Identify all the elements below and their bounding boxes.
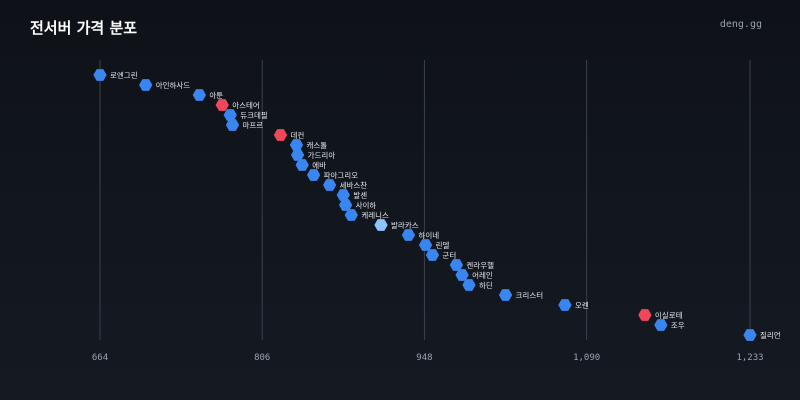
point-marker[interactable]: [455, 269, 469, 281]
point-label: 듀크데필: [240, 110, 268, 120]
data-point[interactable]: 오렌: [558, 299, 589, 311]
point-label: 캐스톨: [306, 141, 327, 150]
data-point[interactable]: 어레인: [455, 269, 493, 281]
point-marker[interactable]: [215, 99, 229, 111]
point-label: 로엔그린: [110, 70, 138, 80]
point-label: 에바: [312, 160, 326, 170]
data-points: 로엔그린아인하사드아툰아스테어듀크데필마프르데컨캐스톨가드리아에바파아그리오세바…: [93, 69, 781, 341]
grid-lines: [99, 60, 751, 340]
point-label: 크리스터: [516, 291, 544, 300]
point-marker[interactable]: [323, 179, 337, 191]
x-tick-label: 1,233: [736, 353, 763, 363]
point-label: 발센: [353, 190, 367, 200]
data-point[interactable]: 로엔그린: [93, 69, 138, 81]
point-marker[interactable]: [743, 329, 757, 341]
point-marker[interactable]: [295, 159, 309, 171]
point-label: 아툰: [209, 90, 223, 100]
data-point[interactable]: 켄라우헬: [449, 259, 494, 271]
data-point[interactable]: 하딘: [462, 279, 493, 291]
point-label: 이실로테: [655, 310, 683, 320]
point-label: 조우: [671, 321, 685, 330]
data-point[interactable]: 캐스톨: [289, 139, 327, 151]
point-marker[interactable]: [425, 249, 440, 261]
point-marker[interactable]: [307, 169, 321, 181]
data-point[interactable]: 세바스찬: [323, 179, 368, 191]
x-tick-label: 664: [92, 353, 108, 363]
point-label: 오렌: [575, 300, 589, 310]
data-point[interactable]: 발센: [336, 189, 367, 201]
point-marker[interactable]: [654, 319, 668, 331]
data-point[interactable]: 하이네: [401, 229, 439, 241]
point-marker[interactable]: [401, 229, 416, 241]
data-point[interactable]: 군터: [425, 249, 456, 261]
point-marker[interactable]: [638, 309, 652, 321]
point-label: 케레니스: [361, 211, 389, 220]
point-label: 파아그리오: [324, 170, 359, 180]
point-marker[interactable]: [291, 149, 305, 161]
point-marker[interactable]: [336, 189, 350, 201]
data-point[interactable]: 파아그리오: [307, 169, 359, 181]
point-marker[interactable]: [223, 109, 237, 121]
data-point[interactable]: 린델: [418, 239, 450, 251]
data-point[interactable]: 마프르: [225, 119, 264, 131]
point-label: 마프르: [243, 121, 264, 130]
point-label: 하딘: [479, 280, 493, 290]
data-point[interactable]: 질리언: [743, 329, 781, 341]
data-point[interactable]: 발라카스: [374, 219, 419, 231]
point-marker[interactable]: [225, 119, 240, 131]
data-point[interactable]: 사이하: [339, 199, 377, 211]
point-marker[interactable]: [289, 139, 304, 151]
data-point[interactable]: 크리스터: [498, 289, 544, 301]
point-marker[interactable]: [93, 69, 107, 81]
point-marker[interactable]: [139, 79, 153, 91]
brand-label: deng.gg: [719, 19, 762, 30]
point-label: 질리언: [760, 330, 781, 340]
point-label: 세바스찬: [340, 180, 368, 190]
data-point[interactable]: 가드리아: [291, 149, 336, 161]
point-label: 아스테어: [232, 100, 260, 110]
point-label: 사이하: [356, 200, 377, 210]
data-point[interactable]: 아스테어: [215, 99, 260, 111]
point-marker[interactable]: [462, 279, 476, 291]
x-axis-ticks: 664 806 948 1,090 1,233: [92, 353, 764, 363]
data-point[interactable]: 아인하사드: [139, 79, 191, 91]
data-point[interactable]: 에바: [295, 159, 326, 171]
point-label: 켄라우헬: [466, 260, 494, 270]
page-title: 전서버 가격 분포: [30, 19, 138, 37]
point-marker[interactable]: [192, 89, 206, 101]
point-label: 아인하사드: [156, 80, 191, 90]
point-label: 발라카스: [391, 221, 419, 230]
point-marker[interactable]: [418, 239, 433, 251]
x-tick-label: 1,090: [573, 353, 600, 363]
data-point[interactable]: 조우: [654, 319, 685, 331]
x-tick-label: 948: [416, 353, 432, 363]
point-label: 린델: [436, 240, 450, 250]
point-marker[interactable]: [344, 209, 358, 221]
data-point[interactable]: 케레니스: [344, 209, 389, 221]
data-point[interactable]: 데컨: [273, 129, 304, 141]
point-label: 하이네: [418, 230, 439, 240]
point-marker[interactable]: [339, 199, 353, 211]
point-label: 군터: [442, 251, 456, 260]
data-point[interactable]: 듀크데필: [223, 109, 268, 121]
point-marker[interactable]: [374, 219, 388, 231]
point-label: 가드리아: [308, 150, 336, 160]
x-tick-label: 806: [254, 353, 270, 363]
point-label: 어레인: [472, 270, 493, 280]
point-label: 데컨: [290, 130, 304, 140]
point-marker[interactable]: [273, 129, 288, 141]
data-point[interactable]: 이실로테: [638, 309, 683, 321]
point-marker[interactable]: [498, 289, 513, 301]
point-marker[interactable]: [449, 259, 464, 271]
point-marker[interactable]: [558, 299, 572, 311]
data-point[interactable]: 아툰: [192, 89, 223, 101]
